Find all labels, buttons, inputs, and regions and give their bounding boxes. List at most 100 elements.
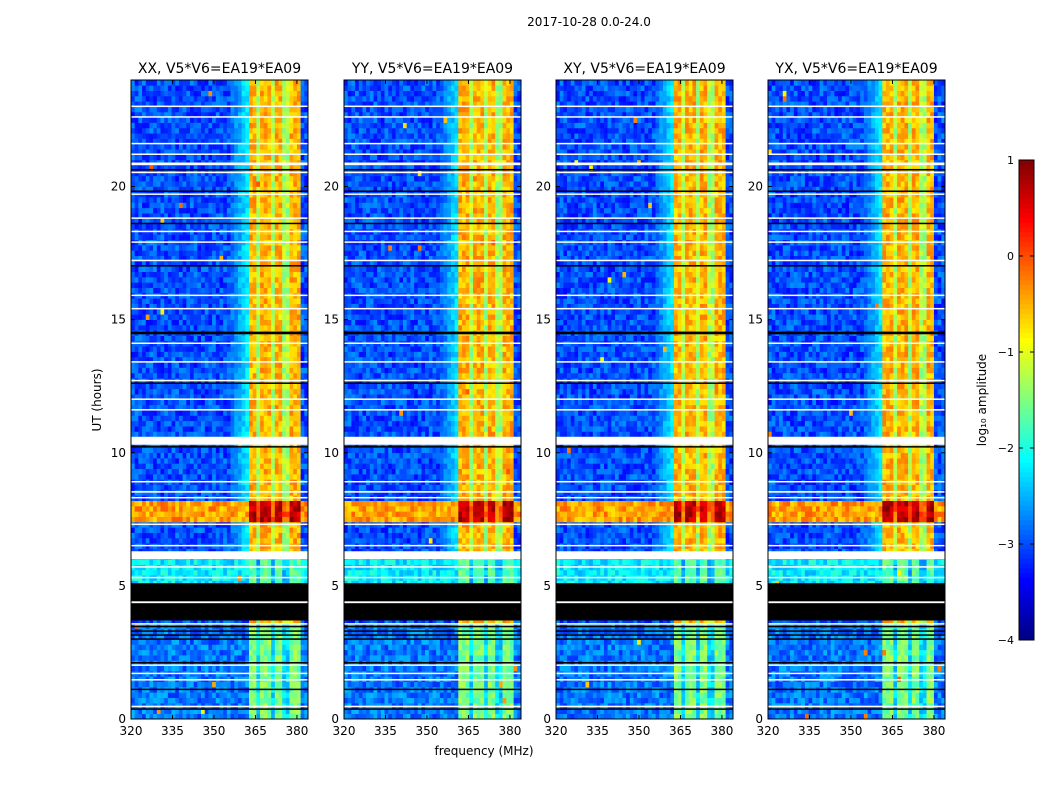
heatmap-cell bbox=[153, 171, 157, 177]
heatmap-cell bbox=[238, 202, 242, 208]
heatmap-cell bbox=[220, 559, 224, 565]
heatmap-cell bbox=[168, 197, 172, 203]
heatmap-cell bbox=[190, 266, 194, 272]
heatmap-cell bbox=[264, 368, 268, 374]
heatmap-cell bbox=[212, 506, 216, 512]
heatmap-cell bbox=[242, 474, 246, 480]
heatmap-cell bbox=[208, 298, 212, 304]
heatmap-cell bbox=[190, 421, 194, 427]
heatmap-cell bbox=[234, 666, 238, 672]
heatmap-cell bbox=[183, 453, 187, 459]
heatmap-cell bbox=[249, 559, 253, 565]
heatmap-cell bbox=[149, 458, 153, 464]
heatmap-cell bbox=[264, 501, 268, 507]
heatmap-cell bbox=[201, 373, 205, 379]
heatmap-cell bbox=[172, 389, 176, 395]
heatmap-cell bbox=[216, 666, 220, 672]
heatmap-cell bbox=[282, 501, 286, 507]
heatmap-cell bbox=[186, 511, 190, 517]
heatmap-cell bbox=[179, 202, 183, 208]
heatmap-cell bbox=[220, 421, 224, 427]
heatmap-cell bbox=[194, 469, 198, 475]
heatmap-cell bbox=[290, 298, 294, 304]
heatmap-cell bbox=[135, 490, 139, 496]
heatmap-cell bbox=[245, 224, 249, 230]
heatmap-cell bbox=[286, 298, 290, 304]
heatmap-cell bbox=[201, 346, 205, 352]
heatmap-cell bbox=[194, 666, 198, 672]
heatmap-cell bbox=[290, 176, 294, 182]
heatmap-cell bbox=[172, 650, 176, 656]
heatmap-cell bbox=[205, 325, 209, 331]
heatmap-cell bbox=[282, 698, 286, 704]
heatmap-cell bbox=[231, 650, 235, 656]
heatmap-cell bbox=[275, 666, 279, 672]
heatmap-cell bbox=[172, 197, 176, 203]
heatmap-cell bbox=[293, 682, 297, 688]
heatmap-cell bbox=[279, 458, 283, 464]
heatmap-cell bbox=[153, 336, 157, 342]
heatmap-cell bbox=[234, 458, 238, 464]
heatmap-cell bbox=[216, 458, 220, 464]
heatmap-cell bbox=[212, 447, 216, 453]
heatmap-cell bbox=[238, 389, 242, 395]
heatmap-cell bbox=[220, 453, 224, 459]
heatmap-cell bbox=[238, 373, 242, 379]
heatmap-cell bbox=[231, 639, 235, 645]
heatmap-cell bbox=[227, 384, 231, 390]
heatmap-cell bbox=[267, 314, 271, 320]
heatmap-cell bbox=[293, 692, 297, 698]
heatmap-cell bbox=[190, 373, 194, 379]
heatmap-cell bbox=[208, 666, 212, 672]
heatmap-cell bbox=[223, 431, 227, 437]
heatmap-cell bbox=[220, 533, 224, 539]
heatmap-cell bbox=[238, 698, 242, 704]
heatmap-cell bbox=[286, 176, 290, 182]
heatmap-cell bbox=[149, 352, 153, 358]
heatmap-cell bbox=[242, 181, 246, 187]
heatmap-cell bbox=[256, 325, 260, 331]
heatmap-cell bbox=[253, 309, 257, 315]
heatmap-cell bbox=[146, 320, 150, 326]
heatmap-cell bbox=[264, 197, 268, 203]
heatmap-cell bbox=[249, 176, 253, 182]
heatmap-cell bbox=[131, 666, 135, 672]
heatmap-cell bbox=[205, 485, 209, 491]
heatmap-cell bbox=[172, 570, 176, 576]
heatmap-cell bbox=[297, 362, 301, 368]
heatmap-cell bbox=[172, 447, 176, 453]
heatmap-cell bbox=[208, 362, 212, 368]
heatmap-cell bbox=[286, 389, 290, 395]
heatmap-cell bbox=[275, 336, 279, 342]
heatmap-cell bbox=[223, 447, 227, 453]
heatmap-cell bbox=[220, 181, 224, 187]
heatmap-cell bbox=[216, 336, 220, 342]
heatmap-cell bbox=[271, 469, 275, 475]
heatmap-cell bbox=[208, 538, 212, 544]
heatmap-cell bbox=[161, 538, 165, 544]
heatmap-cell bbox=[279, 362, 283, 368]
heatmap-cell bbox=[267, 538, 271, 544]
heatmap-cell bbox=[179, 570, 183, 576]
heatmap-cell bbox=[223, 309, 227, 315]
heatmap-cell bbox=[138, 171, 142, 177]
heatmap-cell bbox=[279, 426, 283, 432]
heatmap-cell bbox=[264, 698, 268, 704]
heatmap-cell bbox=[275, 176, 279, 182]
heatmap-cell bbox=[212, 282, 216, 288]
heatmap-cell bbox=[301, 410, 305, 416]
heatmap-cell bbox=[293, 421, 297, 427]
heatmap-cell bbox=[146, 650, 150, 656]
heatmap-cell bbox=[220, 506, 224, 512]
heatmap-cell bbox=[234, 181, 238, 187]
heatmap-cell bbox=[208, 644, 212, 650]
heatmap-cell bbox=[212, 352, 216, 358]
heatmap-cell bbox=[245, 517, 249, 523]
heatmap-cell bbox=[131, 533, 135, 539]
heatmap-cell bbox=[253, 277, 257, 283]
heatmap-cell bbox=[223, 389, 227, 395]
heatmap-cell bbox=[286, 272, 290, 278]
heatmap-cell bbox=[157, 224, 161, 230]
heatmap-cell bbox=[249, 714, 253, 720]
heatmap-cell bbox=[197, 469, 201, 475]
